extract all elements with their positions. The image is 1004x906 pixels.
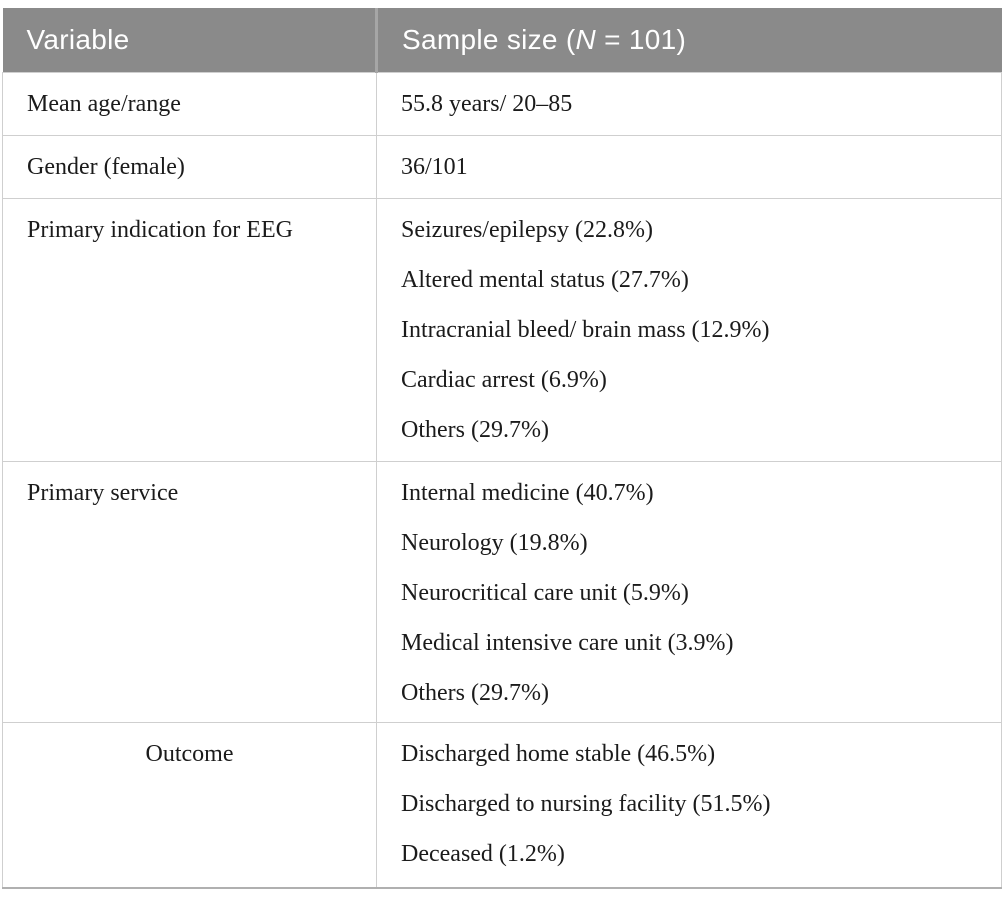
value-line: Neurocritical care unit (5.9%) (401, 579, 689, 606)
value-line: 36/101 (401, 153, 468, 180)
value-cell: 36/101 (376, 134, 1002, 199)
value-line: Deceased (1.2%) (401, 840, 565, 867)
variable-cell: Primary service (2, 460, 377, 723)
sample-size-n-symbol: N (575, 23, 597, 55)
header-row: Variable Sample size (N = 101) (2, 8, 1002, 72)
table-row-primary-indication: Primary indication for EEG Seizures/epil… (2, 197, 1002, 462)
sample-size-header-suffix: = 101) (596, 23, 687, 55)
value-line: Others (29.7%) (401, 416, 549, 443)
value-line: Cardiac arrest (6.9%) (401, 366, 607, 393)
column-header-sample-size: Sample size (N = 101) (376, 8, 1002, 72)
table-row-mean-age: Mean age/range 55.8 years/ 20–85 (2, 71, 1002, 136)
sample-size-header-prefix: Sample size ( (402, 23, 576, 55)
variable-header-label: Variable (26, 23, 130, 55)
table-row-primary-service: Primary service Internal medicine (40.7%… (2, 460, 1002, 723)
column-header-variable: Variable (2, 8, 378, 72)
value-cell: Internal medicine (40.7%) Neurology (19.… (376, 460, 1002, 723)
value-cell: 55.8 years/ 20–85 (376, 71, 1002, 136)
patient-characteristics-table: Variable Sample size (N = 101) Mean age/… (2, 8, 1002, 889)
value-cell: Discharged home stable (46.5%) Discharge… (376, 721, 1002, 889)
value-line: Intracranial bleed/ brain mass (12.9%) (401, 316, 770, 343)
value-line: Discharged home stable (46.5%) (401, 740, 716, 767)
value-line: Discharged to nursing facility (51.5%) (401, 790, 771, 817)
value-line: Others (29.7%) (401, 679, 549, 706)
value-line: Neurology (19.8%) (401, 529, 588, 556)
table-row-outcome: Outcome Discharged home stable (46.5%) D… (2, 721, 1002, 889)
table-row-gender: Gender (female) 36/101 (2, 134, 1002, 199)
value-line: Seizures/epilepsy (22.8%) (401, 216, 653, 243)
variable-cell: Mean age/range (2, 71, 377, 136)
variable-cell: Gender (female) (2, 134, 377, 199)
value-cell: Seizures/epilepsy (22.8%) Altered mental… (376, 197, 1002, 462)
value-line: 55.8 years/ 20–85 (401, 90, 573, 117)
value-line: Internal medicine (40.7%) (401, 479, 654, 506)
variable-cell: Primary indication for EEG (2, 197, 377, 462)
value-line: Altered mental status (27.7%) (401, 266, 689, 293)
variable-cell: Outcome (2, 721, 377, 889)
table-body: Mean age/range 55.8 years/ 20–85 Gender … (2, 71, 1002, 889)
table-header: Variable Sample size (N = 101) (2, 8, 1002, 72)
page: Variable Sample size (N = 101) Mean age/… (0, 8, 1004, 906)
value-line: Medical intensive care unit (3.9%) (401, 629, 734, 656)
